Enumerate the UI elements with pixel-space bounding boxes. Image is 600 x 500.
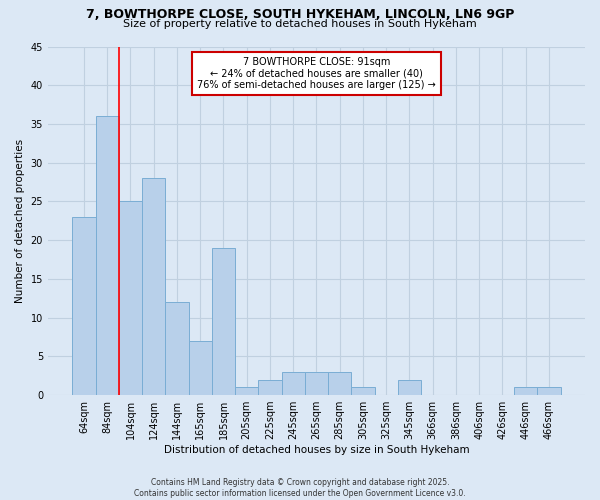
Bar — [352, 388, 374, 395]
Bar — [95, 116, 119, 395]
Bar — [166, 302, 188, 395]
Bar — [398, 380, 421, 395]
Text: 7, BOWTHORPE CLOSE, SOUTH HYKEHAM, LINCOLN, LN6 9GP: 7, BOWTHORPE CLOSE, SOUTH HYKEHAM, LINCO… — [86, 8, 514, 20]
Bar — [212, 248, 235, 395]
Bar — [235, 388, 259, 395]
Text: 7 BOWTHORPE CLOSE: 91sqm
← 24% of detached houses are smaller (40)
76% of semi-d: 7 BOWTHORPE CLOSE: 91sqm ← 24% of detach… — [197, 57, 436, 90]
Bar — [73, 217, 95, 395]
Bar — [188, 341, 212, 395]
Bar — [142, 178, 166, 395]
Bar — [328, 372, 352, 395]
Y-axis label: Number of detached properties: Number of detached properties — [15, 138, 25, 303]
Bar — [281, 372, 305, 395]
Bar — [538, 388, 560, 395]
Bar — [259, 380, 281, 395]
Text: Contains HM Land Registry data © Crown copyright and database right 2025.
Contai: Contains HM Land Registry data © Crown c… — [134, 478, 466, 498]
Text: Size of property relative to detached houses in South Hykeham: Size of property relative to detached ho… — [123, 19, 477, 29]
Bar — [119, 202, 142, 395]
X-axis label: Distribution of detached houses by size in South Hykeham: Distribution of detached houses by size … — [164, 445, 469, 455]
Bar — [514, 388, 538, 395]
Bar — [305, 372, 328, 395]
